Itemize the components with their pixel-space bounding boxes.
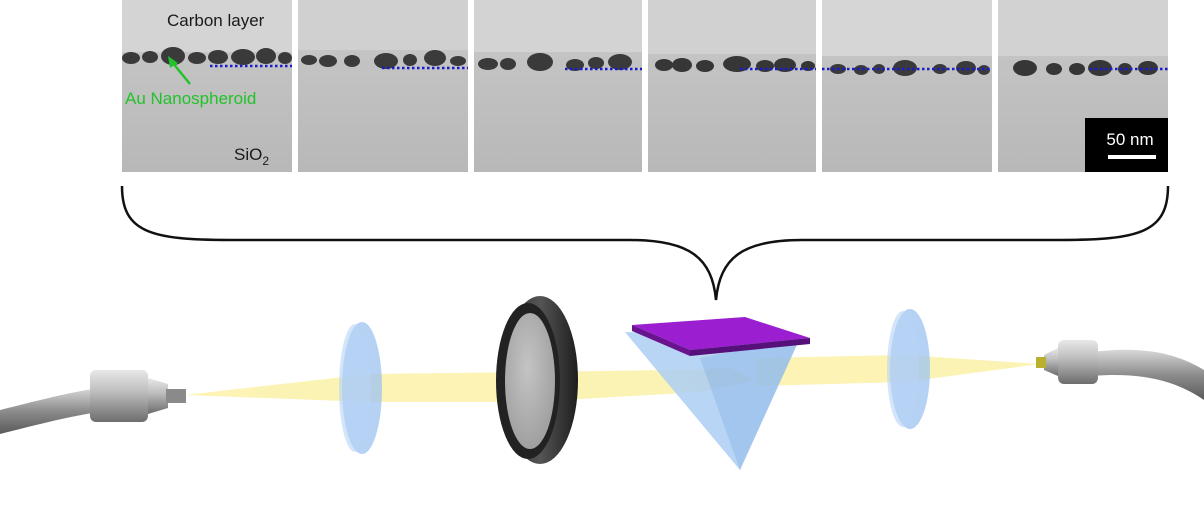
prism-icon [625, 332, 800, 470]
substrate-label-subscript: 2 [262, 154, 269, 168]
fiber-connector-icon [0, 370, 186, 434]
nanospheroid-pointer-arrow [171, 61, 191, 85]
curly-brace [120, 185, 1170, 301]
tem-image-strip: 50 nm Carbon layer Au Nanospheroid SiO2 [122, 0, 1168, 172]
substrate-label-main: SiO [234, 145, 262, 164]
tem-panel-4 [648, 0, 816, 172]
au-nanospheroid-label: Au Nanospheroid [125, 89, 256, 108]
fiber-connector-icon [1036, 340, 1204, 400]
tem-panel-2 [298, 0, 468, 172]
scale-bar-box [1085, 118, 1168, 172]
scale-bar-label: 50 nm [1106, 130, 1153, 149]
carbon-layer-label: Carbon layer [167, 11, 265, 30]
tem-panel-6: 50 nm [998, 0, 1168, 172]
tem-panel-1 [122, 0, 292, 172]
lens-icon [887, 309, 930, 429]
filter-wheel-icon [496, 296, 578, 464]
lens-icon [339, 322, 382, 454]
sample-chip [632, 317, 810, 356]
nanospheroid-pointer-head [168, 56, 178, 68]
tem-panel-3 [474, 0, 642, 172]
substrate-label: SiO2 [234, 145, 269, 168]
tem-panel-5 [822, 0, 992, 172]
